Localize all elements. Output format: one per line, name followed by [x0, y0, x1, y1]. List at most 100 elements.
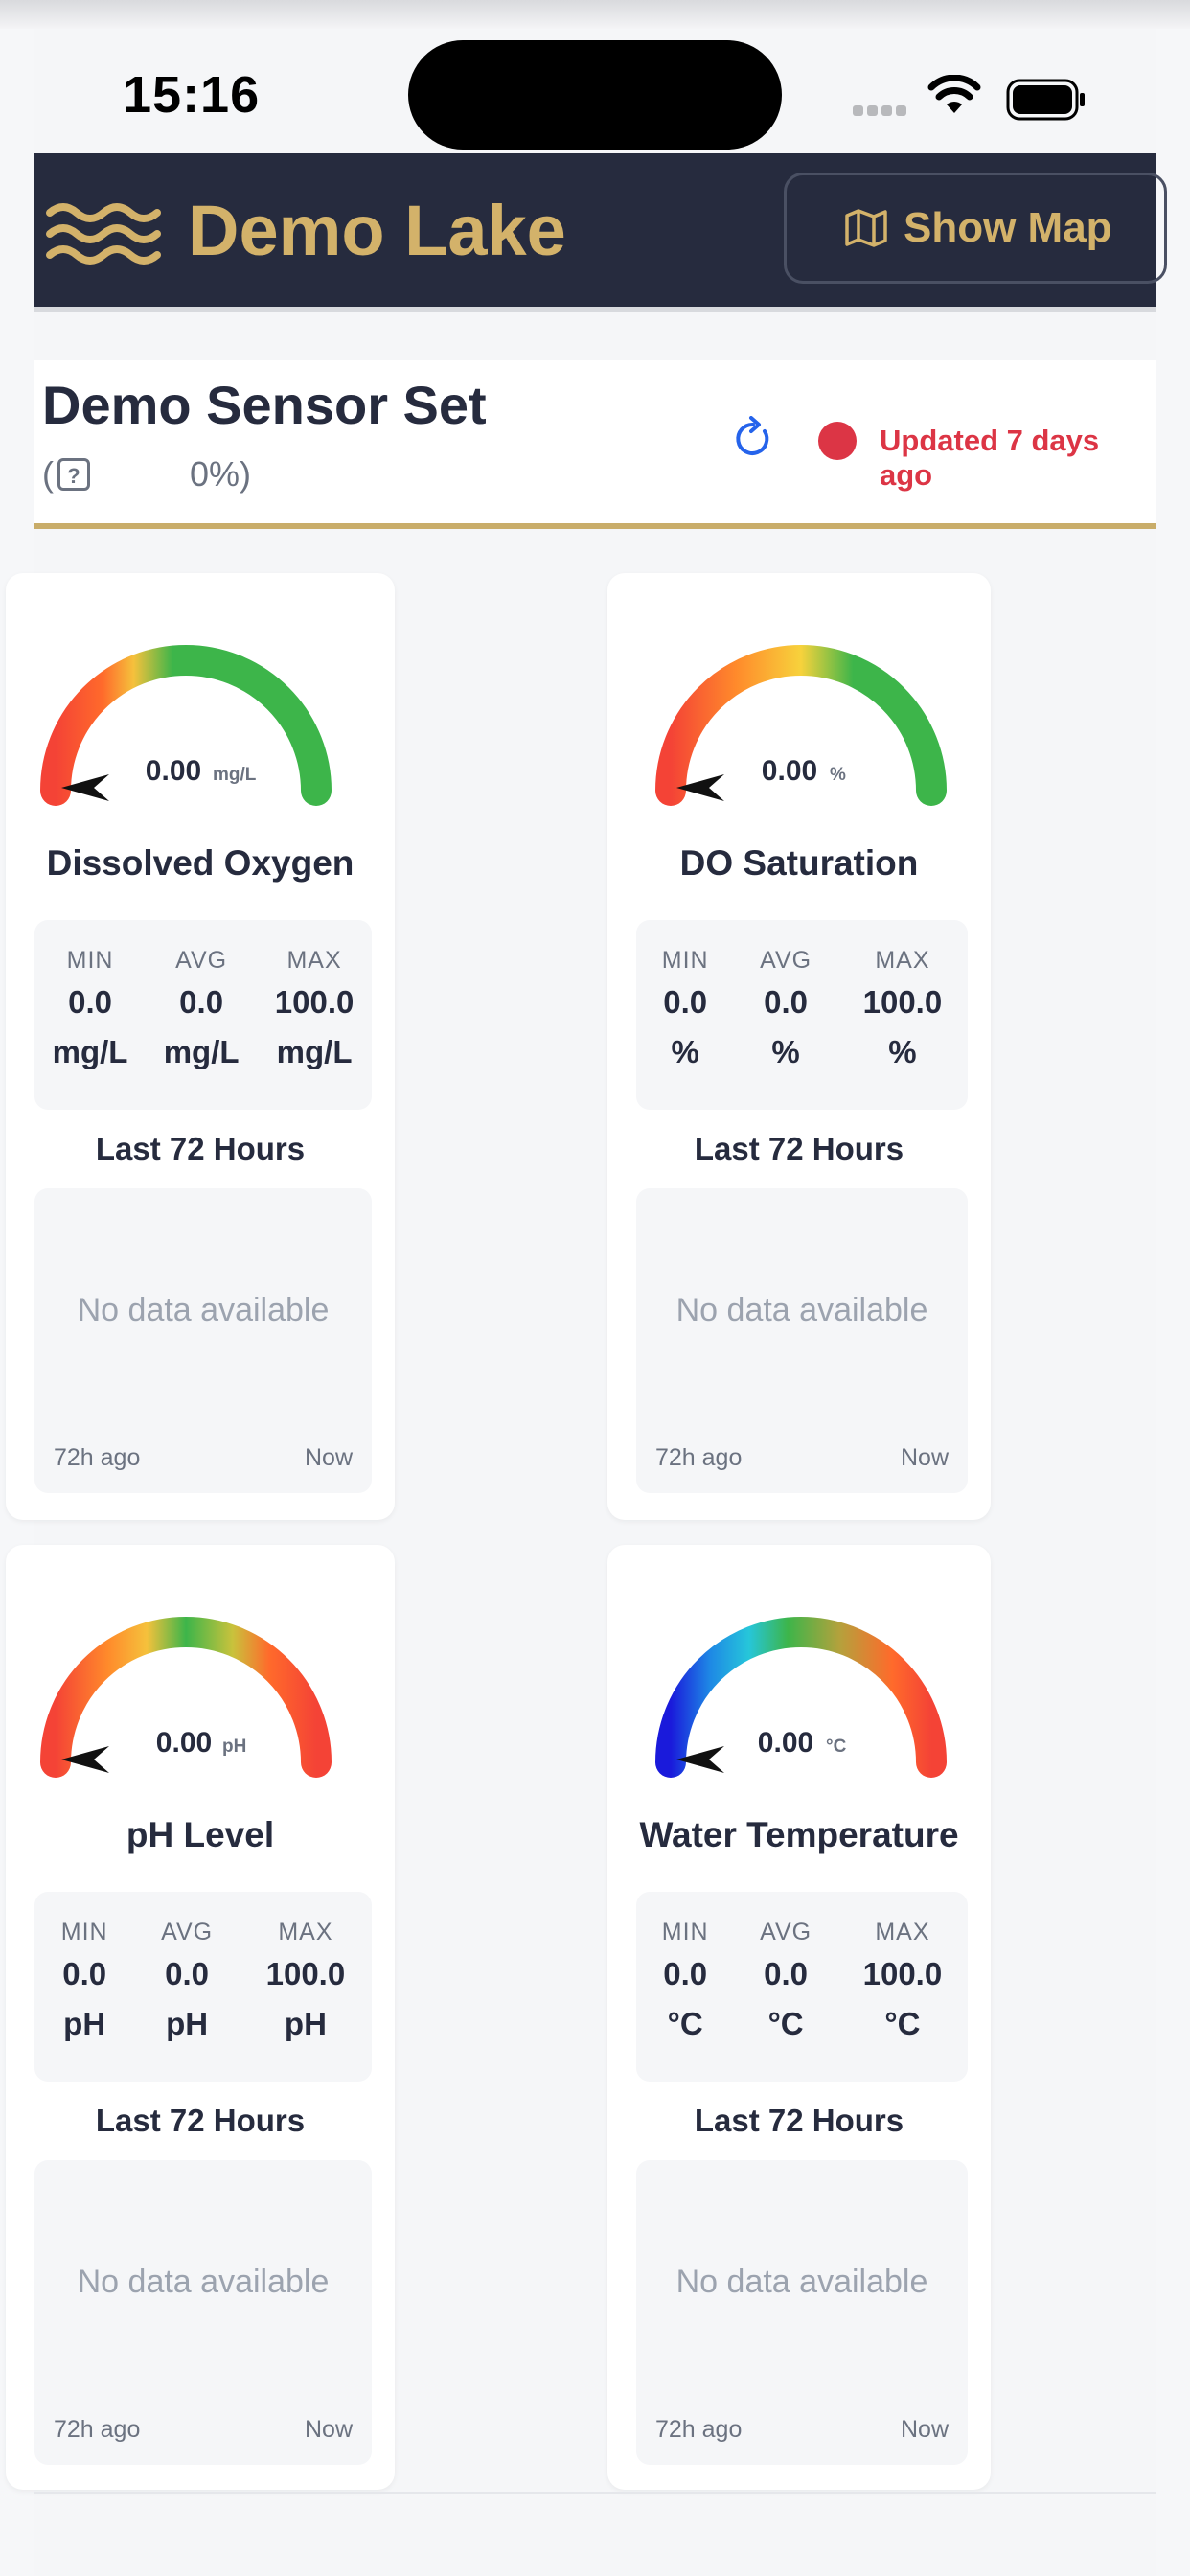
sensor-card-ph-level[interactable]: 0.00 pH pH Level MIN 0.0 pH AVG 0.0 pH MAX 10…: [6, 1545, 395, 2490]
stat-avg-value: 0.0: [764, 1956, 809, 1991]
history-chart: No data available 72h ago Now: [636, 2160, 968, 2465]
gauge: 0.00 %: [655, 645, 947, 806]
stat-avg-label: AVG: [760, 1919, 812, 1945]
waves-icon: [46, 203, 161, 264]
history-title: Last 72 Hours: [694, 1131, 904, 1166]
sensor-set-header: Demo Sensor Set ( ? 0%) Updated 7 days a…: [34, 360, 1156, 529]
stat-max-label: MAX: [286, 947, 342, 974]
stat-max-unit: °C: [884, 2006, 921, 2041]
app-header: Demo Lake Show Map: [34, 153, 1167, 312]
show-map-label: Show Map: [904, 204, 1112, 251]
gauge-unit: °C: [826, 1736, 847, 1757]
stat-min-label: MIN: [60, 1919, 108, 1945]
stat-avg-label: AVG: [760, 947, 812, 974]
axis-end-label: Now: [900, 2416, 949, 2443]
no-data-message: No data available: [77, 2264, 330, 2300]
show-map-button[interactable]: Show Map: [784, 172, 1167, 284]
gauge-unit: mg/L: [213, 765, 257, 785]
history-chart: No data available 72h ago Now: [34, 1188, 372, 1493]
gauge-value: 0.00: [758, 1727, 813, 1759]
stat-avg: AVG 0.0 pH: [161, 1919, 213, 2082]
stat-min-value: 0.0: [663, 984, 708, 1020]
stat-avg-value: 0.0: [179, 984, 224, 1020]
stat-min-label: MIN: [661, 947, 709, 974]
gauge-unit: %: [830, 765, 846, 785]
gauge-value: 0.00: [146, 755, 201, 787]
gauge: 0.00 °C: [655, 1617, 947, 1778]
stat-max-label: MAX: [875, 1919, 930, 1945]
stat-max: MAX 100.0 pH: [266, 1919, 346, 2082]
stat-max-value: 100.0: [274, 984, 355, 1020]
axis-start-label: 72h ago: [54, 1444, 141, 1471]
status-time: 15:16: [123, 66, 261, 124]
history-chart: No data available 72h ago Now: [636, 1188, 968, 1493]
gauge-value: 0.00: [762, 755, 817, 787]
stat-max-label: MAX: [875, 947, 930, 974]
axis-end-label: Now: [304, 1444, 353, 1471]
stat-avg-unit: pH: [166, 2006, 209, 2041]
stat-max-value: 100.0: [265, 1956, 346, 1991]
stat-min-value: 0.0: [62, 1956, 107, 1991]
stats-panel: MIN 0.0% AVG 0.0% MAX 100.0%: [636, 920, 968, 1110]
stat-min-label: MIN: [661, 1919, 709, 1945]
cellular-signal-icon: [853, 104, 910, 121]
gauge: 0.00 pH: [40, 1617, 332, 1778]
stat-max-unit: mg/L: [276, 1034, 353, 1070]
stat-min: MIN 0.0%: [662, 947, 709, 1110]
stat-avg-value: 0.0: [764, 984, 809, 1020]
stat-avg-value: 0.0: [165, 1956, 210, 1991]
refresh-icon[interactable]: [732, 416, 774, 462]
stat-avg-label: AVG: [161, 1919, 214, 1945]
no-data-message: No data available: [675, 1292, 928, 1328]
wifi-icon: [927, 75, 981, 113]
stat-max: MAX 100.0 °C: [863, 1919, 943, 2082]
sensor-name: Water Temperature: [639, 1815, 959, 1854]
subtitle-open: (: [42, 454, 54, 494]
stat-max: MAX 100.0 mg/L: [275, 947, 355, 1110]
stat-min-label: MIN: [66, 947, 114, 974]
axis-start-label: 72h ago: [655, 2416, 743, 2443]
app-title: Demo Lake: [188, 191, 566, 270]
sensor-name: pH Level: [126, 1815, 275, 1854]
no-data-message: No data available: [77, 1292, 330, 1328]
sensor-name: DO Saturation: [679, 843, 919, 883]
map-icon: [845, 209, 887, 247]
stat-avg-label: AVG: [175, 947, 228, 974]
stat-min-unit: °C: [667, 2006, 703, 2041]
stat-min-unit: pH: [63, 2006, 106, 2041]
stat-max-label: MAX: [278, 1919, 333, 1945]
stat-max: MAX 100.0%: [863, 947, 943, 1110]
axis-start-label: 72h ago: [54, 2416, 141, 2443]
history-title: Last 72 Hours: [694, 2103, 904, 2138]
axis-start-label: 72h ago: [655, 1444, 743, 1471]
stats-panel: MIN 0.0 °C AVG 0.0 °C MAX 100.0 °C: [636, 1892, 968, 2082]
stat-avg: AVG 0.0%: [760, 947, 812, 1110]
stat-min-value: 0.0: [663, 1956, 708, 1991]
axis-end-label: Now: [900, 1444, 949, 1471]
gauge-unit: pH: [222, 1736, 246, 1757]
stat-min: MIN 0.0 pH: [61, 1919, 108, 2082]
sensor-set-title: Demo Sensor Set: [42, 375, 487, 435]
sensor-set-subtitle: ( ? 0%): [42, 454, 251, 494]
stat-min-unit: %: [671, 1034, 699, 1070]
dynamic-island: [408, 40, 782, 150]
history-chart: No data available 72h ago Now: [34, 2160, 372, 2465]
stat-max-value: 100.0: [862, 984, 943, 1020]
sensor-card-water-temperature[interactable]: 0.00 °C Water Temperature MIN 0.0 °C AVG 0.…: [607, 1545, 991, 2490]
battery-icon: [1006, 79, 1085, 121]
top-edge: [0, 0, 1190, 29]
divider: [34, 2492, 1156, 2494]
stat-min: MIN 0.0 °C: [662, 1919, 709, 2082]
gauge: 0.00 mg/L: [40, 645, 332, 806]
sensor-card-dissolved-oxygen[interactable]: 0.00 mg/L Dissolved Oxygen MIN 0.0 mg/L AV…: [6, 573, 395, 1520]
stat-avg-unit: %: [771, 1034, 800, 1070]
sensor-card-do-saturation[interactable]: 0.00 % DO Saturation MIN 0.0% AVG 0.0% MAX…: [607, 573, 991, 1520]
gauge-value: 0.00: [156, 1727, 212, 1759]
last-updated-text: Updated 7 days ago: [880, 424, 1100, 492]
stat-avg-unit: mg/L: [163, 1034, 240, 1070]
stat-max-value: 100.0: [862, 1956, 943, 1991]
stat-min-unit: mg/L: [52, 1034, 128, 1070]
status-indicator: [818, 422, 857, 460]
stats-panel: MIN 0.0 pH AVG 0.0 pH MAX 100.0 pH: [34, 1892, 372, 2082]
help-icon[interactable]: ?: [57, 458, 90, 491]
